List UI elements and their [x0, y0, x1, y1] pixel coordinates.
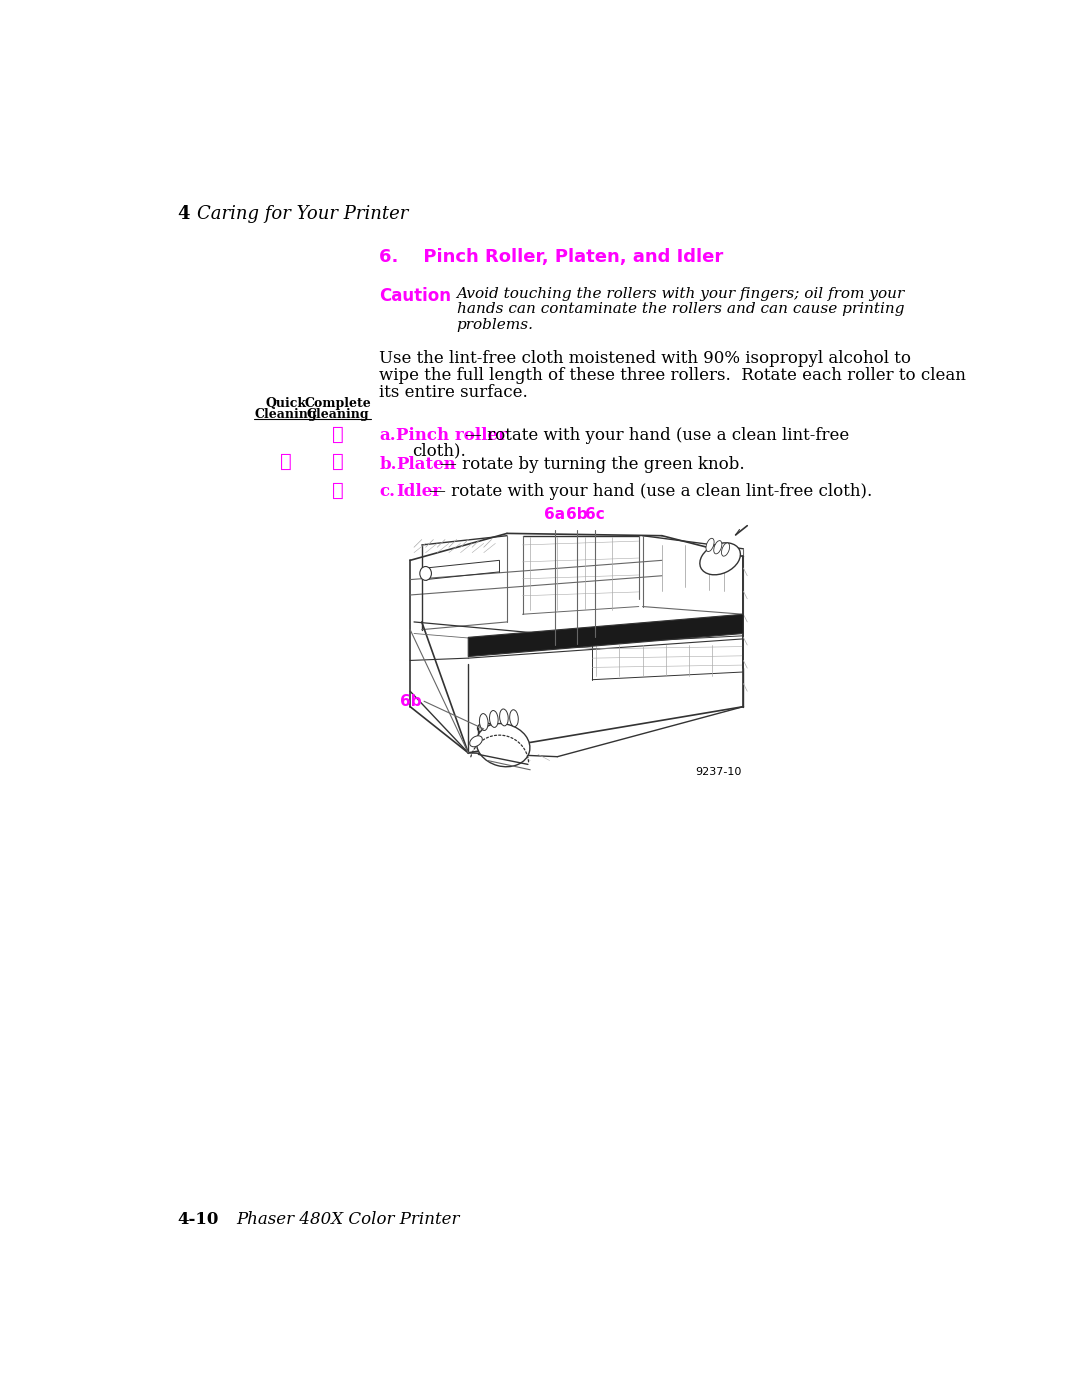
Text: — rotate with your hand (use a clean lint-free: — rotate with your hand (use a clean lin…: [460, 427, 850, 444]
Text: Platen: Platen: [396, 457, 456, 474]
Ellipse shape: [500, 708, 509, 726]
Ellipse shape: [700, 543, 741, 574]
Text: a.: a.: [379, 427, 395, 444]
Text: Caution: Caution: [379, 286, 451, 305]
Text: Caring for Your Printer: Caring for Your Printer: [197, 204, 408, 222]
Ellipse shape: [510, 710, 518, 726]
Text: ✓: ✓: [280, 453, 292, 471]
Text: b.: b.: [379, 457, 396, 474]
Ellipse shape: [476, 724, 530, 767]
Polygon shape: [469, 615, 743, 657]
Ellipse shape: [706, 538, 714, 552]
Text: Complete: Complete: [305, 397, 372, 411]
Text: c.: c.: [379, 483, 395, 500]
Text: Cleaning: Cleaning: [307, 408, 369, 420]
Text: cloth).: cloth).: [411, 443, 465, 460]
Ellipse shape: [420, 567, 431, 580]
Text: 6.    Pinch Roller, Platen, and Idler: 6. Pinch Roller, Platen, and Idler: [379, 249, 724, 267]
Ellipse shape: [714, 541, 721, 553]
Text: 9237-10: 9237-10: [696, 767, 742, 777]
Ellipse shape: [477, 722, 494, 733]
Text: 4-10: 4-10: [177, 1211, 219, 1228]
Text: its entire surface.: its entire surface.: [379, 384, 528, 401]
Text: problems.: problems.: [457, 317, 534, 332]
Text: ✓: ✓: [333, 426, 343, 444]
Text: ✓: ✓: [333, 453, 343, 471]
Text: wipe the full length of these three rollers.  Rotate each roller to clean: wipe the full length of these three roll…: [379, 367, 966, 384]
Text: Idler: Idler: [396, 483, 442, 500]
Ellipse shape: [721, 543, 730, 556]
Text: Cleaning: Cleaning: [255, 408, 318, 420]
Text: 6b: 6b: [566, 507, 588, 522]
Text: ✓: ✓: [333, 482, 343, 500]
Text: — rotate by turning the green knob.: — rotate by turning the green knob.: [435, 457, 744, 474]
Ellipse shape: [470, 736, 483, 747]
Text: Use the lint-free cloth moistened with 90% isopropyl alcohol to: Use the lint-free cloth moistened with 9…: [379, 351, 912, 367]
Text: — rotate with your hand (use a clean lint-free cloth).: — rotate with your hand (use a clean lin…: [424, 483, 873, 500]
Text: 6a: 6a: [544, 507, 566, 522]
Ellipse shape: [480, 714, 488, 731]
Ellipse shape: [489, 711, 498, 728]
Text: 6b: 6b: [400, 694, 422, 708]
Text: Pinch roller: Pinch roller: [396, 427, 507, 444]
Text: 6c: 6c: [584, 507, 605, 522]
Text: hands can contaminate the rollers and can cause printing: hands can contaminate the rollers and ca…: [457, 302, 904, 316]
Text: Phaser 480X Color Printer: Phaser 480X Color Printer: [235, 1211, 459, 1228]
Text: 4: 4: [177, 204, 190, 222]
Text: Quick: Quick: [266, 397, 307, 411]
Text: Avoid touching the rollers with your fingers; oil from your: Avoid touching the rollers with your fin…: [457, 286, 905, 300]
